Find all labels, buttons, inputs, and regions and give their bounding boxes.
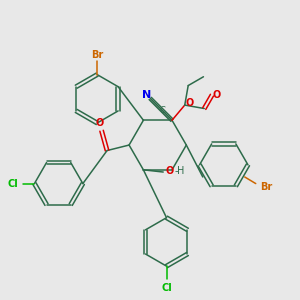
Text: O: O: [212, 90, 220, 100]
Text: -: -: [175, 166, 178, 176]
Text: Br: Br: [261, 182, 273, 192]
Text: Br: Br: [91, 50, 103, 60]
Text: O: O: [95, 118, 103, 128]
Text: H: H: [177, 166, 184, 176]
Text: O: O: [185, 98, 193, 108]
Text: Cl: Cl: [161, 283, 172, 293]
Text: Cl: Cl: [7, 178, 18, 189]
Text: O: O: [166, 166, 174, 176]
Text: C: C: [160, 106, 166, 116]
Text: N: N: [142, 90, 152, 100]
